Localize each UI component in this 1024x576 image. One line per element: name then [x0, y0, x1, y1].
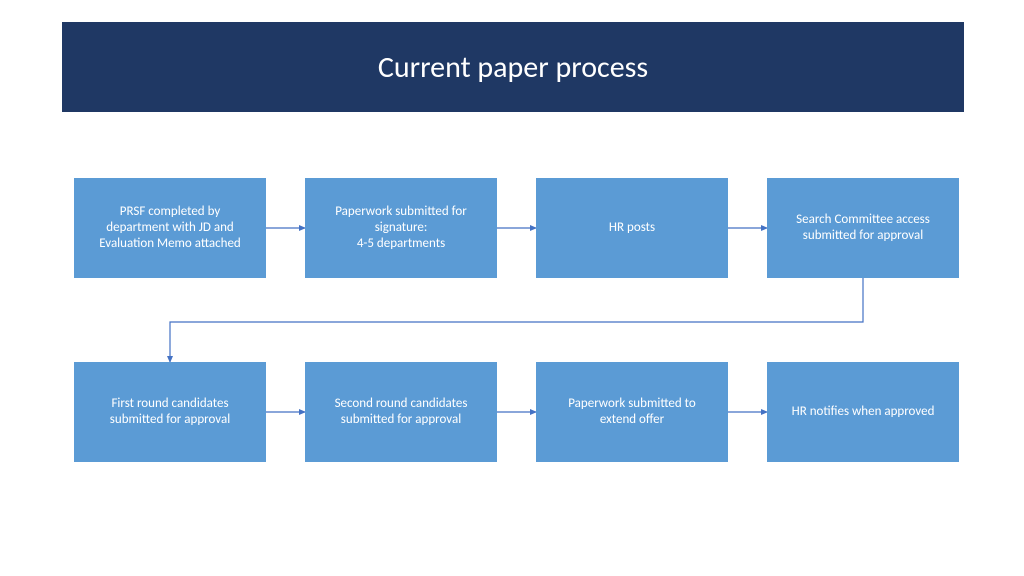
flowchart-node-line: signature:	[375, 220, 428, 236]
flowchart-node-line: Paperwork submitted for	[335, 204, 467, 220]
flowchart-node-line: HR posts	[609, 220, 655, 236]
flowchart-node-line: Paperwork submitted to	[568, 396, 696, 412]
flowchart-node-line: Search Committee access	[796, 212, 930, 228]
flowchart-node-line: 4-5 departments	[357, 236, 445, 252]
flowchart-node-line: submitted for approval	[341, 412, 461, 428]
flowchart-node: Paperwork submitted toextend offer	[536, 362, 728, 462]
flowchart-node-line: submitted for approval	[110, 412, 230, 428]
flowchart-node-line: submitted for approval	[803, 228, 923, 244]
flowchart-node-line: Evaluation Memo attached	[99, 236, 241, 252]
flowchart-node: Paperwork submitted forsignature:4-5 dep…	[305, 178, 497, 278]
flowchart-node-line: department with JD and	[106, 220, 233, 236]
flowchart-node: First round candidatessubmitted for appr…	[74, 362, 266, 462]
flowchart-node-line: Second round candidates	[335, 396, 468, 412]
flowchart-node-line: extend offer	[600, 412, 664, 428]
flowchart-node-line: PRSF completed by	[120, 204, 220, 220]
flowchart-node: HR posts	[536, 178, 728, 278]
flowchart-node: Second round candidatessubmitted for app…	[305, 362, 497, 462]
title-header: Current paper process	[62, 22, 964, 112]
flowchart-node: PRSF completed bydepartment with JD andE…	[74, 178, 266, 278]
flowchart-node: Search Committee accesssubmitted for app…	[767, 178, 959, 278]
flowchart-node-line: HR notifies when approved	[792, 404, 935, 420]
flowchart-node: HR notifies when approved	[767, 362, 959, 462]
page-title: Current paper process	[378, 49, 648, 86]
flowchart-arrow	[170, 278, 863, 362]
flowchart-node-line: First round candidates	[111, 396, 228, 412]
